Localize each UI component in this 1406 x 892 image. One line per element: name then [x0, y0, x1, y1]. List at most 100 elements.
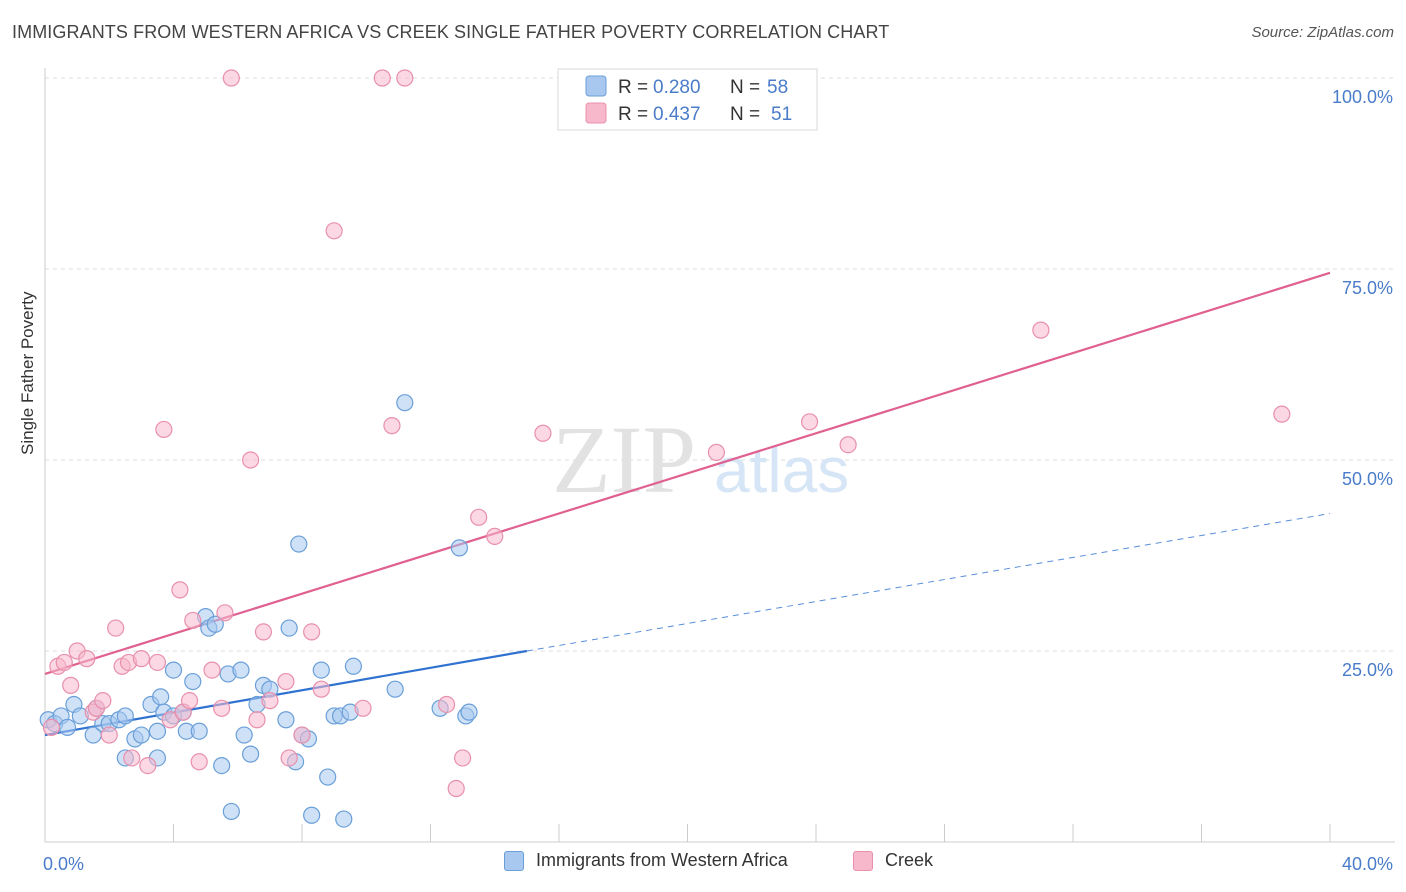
point-creek: [242, 451, 260, 469]
point-creek: [1273, 405, 1291, 423]
point-creek: [132, 650, 150, 668]
point-western-africa: [335, 810, 353, 828]
y-tick-label: 75.0%: [1342, 278, 1393, 298]
point-western-africa: [312, 661, 330, 679]
chart-source: Source: ZipAtlas.com: [1251, 24, 1394, 41]
point-creek: [383, 417, 401, 435]
point-creek: [184, 611, 202, 630]
point-creek: [155, 420, 173, 439]
stats-n-value-2: 51: [771, 104, 792, 125]
point-western-africa: [319, 768, 337, 786]
point-western-africa: [232, 661, 250, 679]
point-creek: [534, 424, 552, 442]
point-creek: [55, 653, 73, 672]
stats-r-value-1: 0.280: [653, 77, 701, 98]
grid-lines: [45, 77, 1395, 652]
stats-legend-swatch-blue: [585, 75, 607, 97]
stats-r-label-2: R =: [618, 104, 648, 125]
point-creek: [707, 443, 726, 461]
point-creek: [62, 676, 80, 694]
stats-legend: R = 0.280 N = 58 R = 0.437 N = 51: [557, 68, 818, 131]
x-tick-label: 0.0%: [43, 854, 84, 874]
point-creek: [470, 508, 488, 526]
point-western-africa: [280, 619, 298, 637]
point-western-africa: [116, 707, 134, 725]
legend-swatch-creek: [853, 850, 873, 871]
point-western-africa: [152, 688, 170, 706]
point-western-africa: [277, 711, 295, 729]
legend-label-western-africa: Immigrants from Western Africa: [536, 850, 788, 870]
legend-label-creek: Creek: [885, 850, 934, 870]
point-western-africa: [242, 745, 260, 763]
point-creek: [1032, 321, 1050, 339]
point-western-africa: [235, 726, 253, 744]
y-axis-label: Single Father Poverty: [18, 291, 37, 455]
point-creek: [203, 661, 221, 679]
trend-line-western-africa-extension: [526, 512, 1331, 652]
point-western-africa: [58, 718, 77, 737]
point-western-africa: [344, 657, 362, 675]
point-creek: [94, 692, 112, 710]
point-creek: [293, 726, 311, 744]
point-creek: [839, 436, 857, 454]
point-creek: [396, 69, 414, 87]
point-western-africa: [386, 680, 404, 698]
point-creek: [123, 749, 141, 767]
watermark: ZIP atlas: [552, 406, 849, 513]
x-tick-labels: 0.0% 40.0%: [43, 854, 1393, 874]
point-creek: [325, 222, 343, 240]
point-creek: [148, 653, 167, 672]
point-western-africa: [164, 661, 183, 679]
point-western-africa: [396, 394, 414, 412]
point-creek: [248, 711, 266, 729]
stats-r-value-2: 0.437: [653, 104, 701, 125]
point-western-africa: [132, 726, 150, 744]
point-creek: [277, 672, 295, 691]
point-western-africa: [190, 722, 208, 740]
stats-r-label-1: R =: [618, 77, 648, 98]
legend-item-creek[interactable]: Creek: [853, 850, 933, 871]
point-creek: [800, 413, 819, 431]
point-creek: [373, 69, 391, 87]
point-western-africa: [213, 756, 231, 775]
point-creek: [254, 623, 273, 641]
point-creek: [171, 581, 189, 599]
x-tick-label: 40.0%: [1342, 854, 1393, 874]
point-creek: [180, 692, 199, 710]
stats-n-value-1: 58: [767, 77, 788, 98]
point-creek: [447, 779, 465, 798]
watermark-zip: ZIP: [552, 406, 696, 513]
legend-item-western-africa[interactable]: Immigrants from Western Africa: [504, 850, 788, 871]
trend-line-creek: [44, 271, 1331, 675]
point-creek: [222, 69, 240, 87]
point-western-africa: [290, 535, 308, 553]
point-creek: [213, 699, 231, 717]
y-tick-label: 50.0%: [1342, 469, 1393, 489]
point-creek: [454, 749, 472, 767]
point-creek: [486, 527, 504, 546]
point-western-africa: [303, 806, 321, 824]
point-creek: [216, 604, 234, 622]
point-western-africa: [148, 722, 167, 740]
y-tick-label: 100.0%: [1332, 87, 1393, 107]
point-creek: [139, 756, 157, 775]
y-tick-labels: 25.0% 50.0% 75.0% 100.0%: [1332, 87, 1393, 680]
point-creek: [42, 718, 61, 737]
point-creek: [303, 623, 321, 641]
point-creek: [437, 695, 456, 714]
series-legend: Immigrants from Western Africa Creek: [0, 850, 1406, 880]
legend-swatch-western-africa: [504, 850, 524, 871]
chart-title: IMMIGRANTS FROM WESTERN AFRICA VS CREEK …: [12, 22, 890, 42]
point-western-africa: [460, 703, 478, 721]
watermark-atlas: atlas: [714, 434, 849, 506]
y-tick-label: 25.0%: [1342, 660, 1393, 680]
point-western-africa: [450, 539, 469, 557]
point-creek: [280, 749, 298, 767]
point-creek: [354, 699, 372, 717]
point-creek: [100, 726, 118, 744]
data-points: [39, 69, 1291, 828]
point-western-africa: [184, 672, 202, 691]
stats-n-label-1: N =: [730, 77, 760, 98]
point-creek: [107, 619, 125, 637]
